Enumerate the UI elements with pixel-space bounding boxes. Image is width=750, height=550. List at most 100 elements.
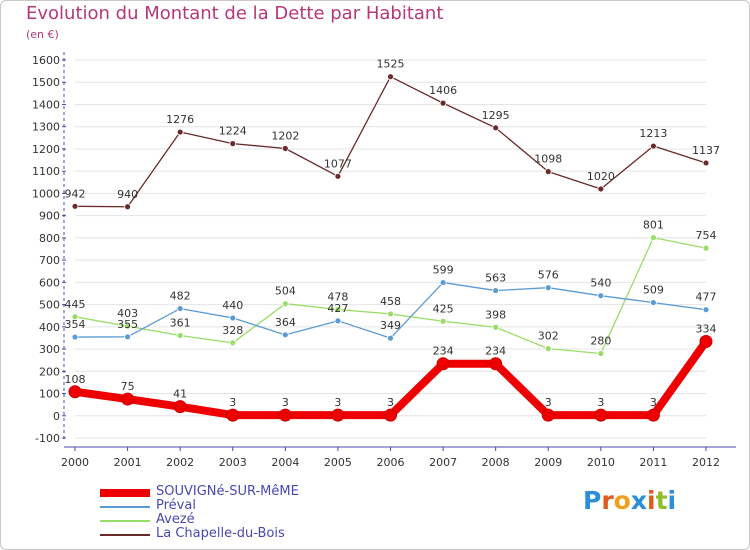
legend-label-chapelle: La Chapelle-du-Bois bbox=[156, 526, 285, 541]
data-point bbox=[544, 284, 552, 292]
data-label: 41 bbox=[173, 388, 187, 401]
data-label: 1224 bbox=[219, 125, 247, 138]
data-point bbox=[492, 287, 500, 294]
data-point bbox=[439, 279, 447, 286]
data-label: 445 bbox=[65, 298, 86, 311]
data-point bbox=[702, 159, 710, 167]
y-tick-label: 700 bbox=[39, 254, 60, 267]
data-point bbox=[384, 408, 397, 422]
data-point bbox=[124, 322, 131, 330]
series-line bbox=[74, 76, 707, 208]
data-label: 3 bbox=[387, 396, 394, 409]
data-point bbox=[650, 299, 657, 306]
x-tick-label: 2005 bbox=[324, 456, 352, 469]
data-point bbox=[281, 331, 289, 339]
data-point bbox=[229, 339, 237, 347]
data-label: 1406 bbox=[429, 84, 457, 97]
x-tick-label: 2008 bbox=[482, 456, 510, 469]
data-label: 940 bbox=[117, 188, 138, 201]
data-point bbox=[439, 317, 447, 325]
data-label: 563 bbox=[485, 272, 506, 285]
data-label: 1137 bbox=[692, 144, 720, 157]
x-tick-label: 2010 bbox=[587, 456, 615, 469]
data-point bbox=[387, 334, 394, 342]
data-point bbox=[650, 234, 657, 242]
data-label: 234 bbox=[485, 345, 506, 358]
data-point bbox=[176, 332, 184, 339]
legend-label-preval: Préval bbox=[156, 498, 196, 513]
data-label: 1213 bbox=[639, 127, 667, 140]
x-tick-label: 2000 bbox=[61, 456, 89, 469]
y-tick-label: 800 bbox=[39, 232, 60, 245]
data-point bbox=[229, 314, 237, 322]
data-label: 1020 bbox=[587, 170, 615, 183]
data-label: 599 bbox=[433, 264, 454, 277]
x-tick-label: 2004 bbox=[271, 456, 299, 469]
data-point bbox=[544, 345, 552, 353]
x-tick-label: 2011 bbox=[639, 456, 667, 469]
chart-subtitle: (en €) bbox=[26, 28, 59, 41]
data-point bbox=[121, 392, 135, 406]
data-point bbox=[702, 244, 710, 252]
data-point bbox=[597, 185, 605, 193]
data-label: 1202 bbox=[271, 129, 299, 142]
legend-item-souvigne: SOUVIGNé-SUR-MêME bbox=[100, 484, 400, 500]
data-label: 349 bbox=[380, 319, 401, 332]
x-tick-label: 2006 bbox=[377, 456, 405, 469]
data-point bbox=[702, 306, 710, 314]
data-point bbox=[176, 128, 184, 136]
x-tick-label: 2009 bbox=[534, 456, 562, 469]
legend: SOUVIGNé-SUR-MêME Préval Avezé La Chapel… bbox=[100, 484, 400, 542]
data-label: 477 bbox=[696, 291, 717, 304]
logo-letter: x bbox=[630, 486, 647, 515]
x-tick-label: 2003 bbox=[219, 456, 247, 469]
logo-letter: o bbox=[613, 486, 631, 515]
data-label: 440 bbox=[222, 299, 243, 312]
y-tick-label: -100 bbox=[35, 432, 60, 445]
data-label: 334 bbox=[696, 322, 717, 335]
data-label: 280 bbox=[590, 335, 611, 348]
data-label: 3 bbox=[650, 396, 657, 409]
data-label: 942 bbox=[65, 187, 86, 200]
y-tick-label: 400 bbox=[39, 321, 60, 334]
data-label: 3 bbox=[282, 396, 289, 409]
data-point bbox=[278, 408, 292, 422]
x-tick-label: 2007 bbox=[429, 456, 457, 469]
data-label: 540 bbox=[590, 277, 611, 290]
proxiti-logo: Proxiti bbox=[583, 486, 676, 515]
logo-letter: r bbox=[601, 486, 614, 515]
legend-label-souvigne: SOUVIGNé-SUR-MêME bbox=[156, 484, 299, 499]
data-label: 427 bbox=[327, 302, 348, 315]
data-point bbox=[281, 300, 289, 308]
data-label: 458 bbox=[380, 295, 401, 308]
x-tick-label: 2002 bbox=[166, 456, 194, 469]
data-point bbox=[387, 73, 394, 81]
data-label: 1077 bbox=[324, 157, 352, 170]
legend-item-preval: Préval bbox=[100, 498, 400, 514]
y-tick-label: 900 bbox=[39, 210, 60, 223]
data-label: 108 bbox=[65, 373, 86, 386]
y-tick-label: 600 bbox=[39, 276, 60, 289]
data-label: 398 bbox=[485, 308, 506, 321]
y-tick-label: 1500 bbox=[32, 76, 60, 89]
data-label: 754 bbox=[696, 229, 717, 242]
y-tick-label: 1100 bbox=[32, 165, 60, 178]
data-point bbox=[226, 408, 240, 422]
data-label: 234 bbox=[433, 345, 454, 358]
data-point bbox=[71, 313, 79, 321]
data-label: 478 bbox=[327, 290, 348, 303]
data-label: 1276 bbox=[166, 113, 194, 126]
data-label: 1098 bbox=[534, 153, 562, 166]
data-label: 482 bbox=[170, 290, 191, 303]
data-label: 425 bbox=[433, 302, 454, 315]
legend-item-aveze: Avezé bbox=[100, 512, 400, 528]
data-point bbox=[387, 310, 394, 318]
y-tick-label: 0 bbox=[53, 410, 60, 423]
y-tick-label: 200 bbox=[39, 365, 60, 378]
data-point bbox=[71, 333, 79, 341]
data-point bbox=[544, 168, 552, 176]
data-point bbox=[646, 408, 660, 422]
data-label: 1295 bbox=[482, 109, 510, 122]
data-point bbox=[229, 140, 237, 148]
